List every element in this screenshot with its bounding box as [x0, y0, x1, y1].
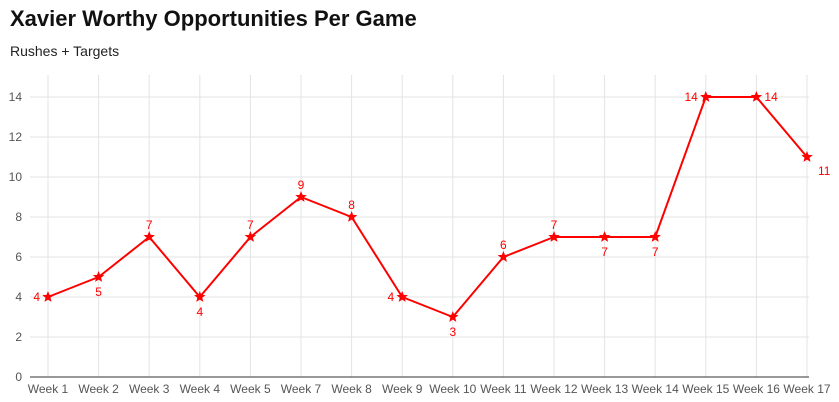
data-label: 8 [348, 198, 355, 212]
data-point-star [143, 231, 155, 242]
data-label: 7 [146, 218, 153, 232]
data-label: 14 [684, 90, 698, 104]
data-point-star [649, 231, 661, 242]
data-labels: 4 5 7 4 7 9 8 4 3 6 7 7 7 14 14 11 [33, 90, 830, 339]
data-point-star [396, 291, 408, 302]
x-tick-label: Week 15 [682, 382, 729, 396]
axes: 0 2 4 6 8 10 12 14 Week 1 Week 2 Week 3 Week 4 Week … [9, 90, 831, 396]
x-tick-label: Week 4 [180, 382, 221, 396]
data-label: 7 [551, 218, 558, 232]
data-point-star [700, 91, 712, 102]
series-polyline [47, 96, 808, 318]
data-point-star [295, 191, 307, 202]
y-tick-label: 14 [9, 90, 23, 104]
y-tick-label: 2 [15, 330, 22, 344]
data-label: 4 [388, 290, 395, 304]
x-tick-label: Week 5 [230, 382, 271, 396]
data-label: 6 [500, 238, 507, 252]
grid-lines [30, 75, 809, 377]
data-point-star [548, 231, 560, 242]
data-point-star [42, 291, 54, 302]
series-line [47, 96, 808, 318]
x-tick-label: Week 12 [530, 382, 577, 396]
data-point-star [244, 231, 257, 242]
chart-subtitle: Rushes + Targets [10, 43, 120, 59]
series-markers [42, 91, 813, 322]
data-label: 11 [818, 164, 831, 178]
y-tick-label: 8 [15, 210, 22, 224]
data-label: 4 [196, 305, 203, 319]
y-tick-label: 12 [9, 130, 23, 144]
data-label: 7 [601, 245, 608, 259]
data-point-star [92, 271, 105, 282]
data-label: 7 [652, 245, 659, 259]
x-tick-label: Week 3 [129, 382, 170, 396]
data-label: 3 [449, 325, 456, 339]
x-tick-label: Week 11 [480, 382, 527, 396]
data-point-star [598, 231, 611, 242]
y-tick-label: 10 [9, 170, 23, 184]
y-tick-label: 6 [15, 250, 22, 264]
y-tick-label: 0 [15, 370, 22, 384]
x-tick-label: Week 1 [28, 382, 69, 396]
x-tick-label: Week 13 [581, 382, 628, 396]
y-tick-label: 4 [15, 290, 22, 304]
data-label: 9 [298, 178, 305, 192]
x-tick-label: Week 7 [281, 382, 322, 396]
data-point-star [801, 151, 813, 162]
chart-title: Xavier Worthy Opportunities Per Game [10, 6, 417, 31]
data-label: 4 [33, 290, 40, 304]
x-tick-label: Week 10 [429, 382, 476, 396]
data-label: 7 [247, 218, 254, 232]
x-tick-label: Week 16 [733, 382, 780, 396]
data-point-star [447, 311, 459, 322]
data-point-star [194, 291, 206, 302]
x-tick-label: Week 2 [78, 382, 119, 396]
data-point-star [750, 91, 763, 102]
x-tick-label: Week 8 [331, 382, 372, 396]
x-tick-label: Week 14 [632, 382, 679, 396]
x-tick-label: Week 17 [783, 382, 830, 396]
data-label: 14 [764, 90, 778, 104]
data-point-star [497, 251, 510, 262]
data-label: 5 [95, 285, 102, 299]
x-tick-label: Week 9 [382, 382, 423, 396]
data-point-star [345, 211, 358, 222]
